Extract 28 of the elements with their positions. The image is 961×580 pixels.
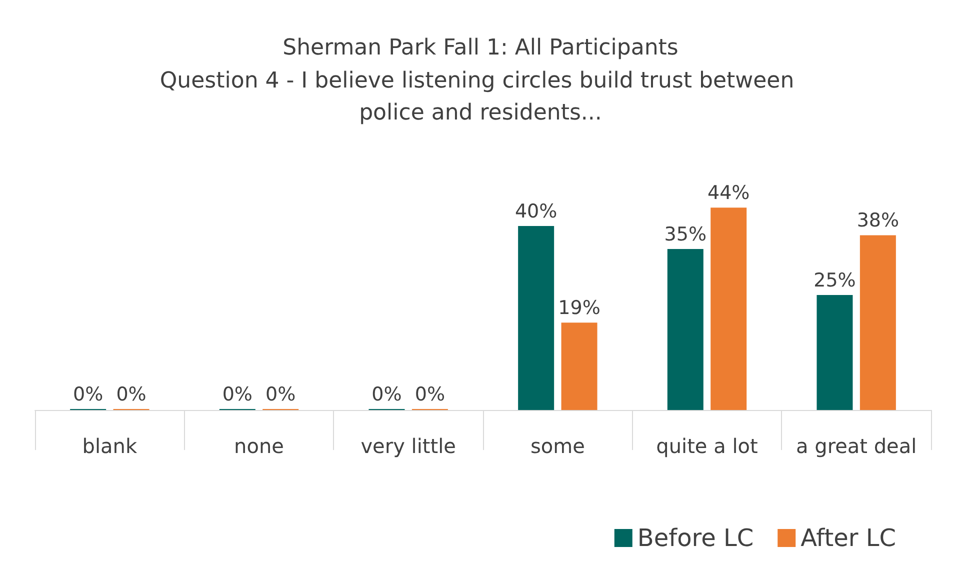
data-label: 0% xyxy=(414,384,446,406)
data-label: 0% xyxy=(72,384,104,406)
bar xyxy=(816,295,853,410)
x-tick-label: quite a lot xyxy=(656,434,758,458)
bar xyxy=(667,249,704,410)
chart-title: Sherman Park Fall 1: All Participants xyxy=(282,36,678,60)
data-label: 44% xyxy=(707,182,750,204)
x-tick-label: none xyxy=(234,434,284,458)
data-label: 38% xyxy=(856,210,900,232)
legend-label: After LC xyxy=(800,524,896,552)
bar xyxy=(518,226,554,410)
data-label: 0% xyxy=(222,384,252,406)
chart-subtitle: Question 4 - I believe listening circles build trust between police and residents... xyxy=(160,68,802,126)
x-tick-label: a great deal xyxy=(796,434,917,458)
data-label: 0% xyxy=(116,384,146,406)
data-label: 40% xyxy=(514,200,558,222)
data-label: 35% xyxy=(664,224,707,246)
x-tick-label: some xyxy=(530,434,585,458)
bar xyxy=(860,235,896,410)
data-label: 0% xyxy=(266,384,296,406)
data-label: 0% xyxy=(372,384,402,406)
legend-label: Before LC xyxy=(637,524,754,552)
data-label: 25% xyxy=(814,270,856,292)
x-tick-label: very little xyxy=(360,434,456,458)
data-label: 19% xyxy=(558,297,600,320)
bar xyxy=(561,322,598,410)
x-tick-label: blank xyxy=(82,434,138,458)
bar xyxy=(710,208,747,410)
